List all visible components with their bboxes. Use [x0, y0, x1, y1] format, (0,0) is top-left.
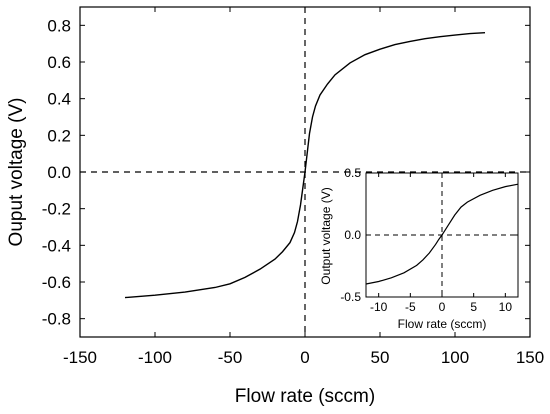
main-y-axis-label: Ouput voltage (V) [6, 98, 27, 247]
inset-chart: -10 -5 0 5 10 -0.5 0.0 0.5 Flow rate (sccm) Ou… [319, 166, 519, 331]
inset-x-tick-label: -5 [405, 300, 416, 314]
inset-x-tick-label: 10 [499, 300, 513, 314]
main-y-tick-label: 0.2 [47, 126, 71, 145]
main-series-line [124, 31, 486, 299]
main-y-tick-label: -0.2 [42, 200, 71, 219]
main-x-tick-label: 150 [516, 348, 544, 367]
main-y-tick-label: 0.8 [47, 16, 71, 35]
inset-series-line [365, 183, 519, 285]
inset-x-axis-label: Flow rate (sccm) [398, 317, 487, 331]
main-x-tick-label: -150 [63, 348, 97, 367]
main-x-tick-label: 50 [371, 348, 390, 367]
main-x-tick-label: -100 [138, 348, 172, 367]
main-y-tick-label: -0.6 [42, 273, 71, 292]
main-ticks [79, 7, 531, 337]
main-x-tick-label: -50 [218, 348, 243, 367]
inset-y-tick-label: 0.5 [344, 166, 361, 180]
main-y-tick-label: -0.4 [42, 236, 71, 255]
main-x-tick-label: 100 [441, 348, 469, 367]
main-chart: -150 -100 -50 0 50 100 150 -0.8-0.6-0.4-0.20.0… [6, 6, 544, 407]
inset-x-tick-label: 0 [439, 300, 446, 314]
inset-x-tick-labels: -10 -5 0 5 10 [370, 300, 512, 314]
main-y-tick-label: 0.6 [47, 53, 71, 72]
inset-x-tick-label: -10 [370, 300, 388, 314]
main-y-tick-label: 0.4 [47, 90, 71, 109]
inset-y-tick-labels: -0.5 0.0 0.5 [340, 166, 361, 304]
inset-y-axis-label: Output voltage (V) [319, 187, 333, 284]
main-y-tick-labels: -0.8 -0.6 -0.4 -0.2 0.0 0.2 0.4 0.6 0.8 [42, 16, 71, 328]
inset-y-tick-label: -0.5 [340, 290, 361, 304]
inset-ticks [366, 172, 518, 298]
main-x-tick-label: 0 [300, 348, 309, 367]
main-x-tick-labels: -150 -100 -50 0 50 100 150 [63, 348, 544, 367]
inset-x-tick-label: 5 [470, 300, 477, 314]
inset-y-tick-label: 0.0 [344, 228, 361, 242]
main-x-axis-label: Flow rate (sccm) [235, 386, 375, 407]
main-y-tick-label: -0.8 [42, 310, 71, 329]
main-y-tick-label: 0.0 [47, 163, 71, 182]
